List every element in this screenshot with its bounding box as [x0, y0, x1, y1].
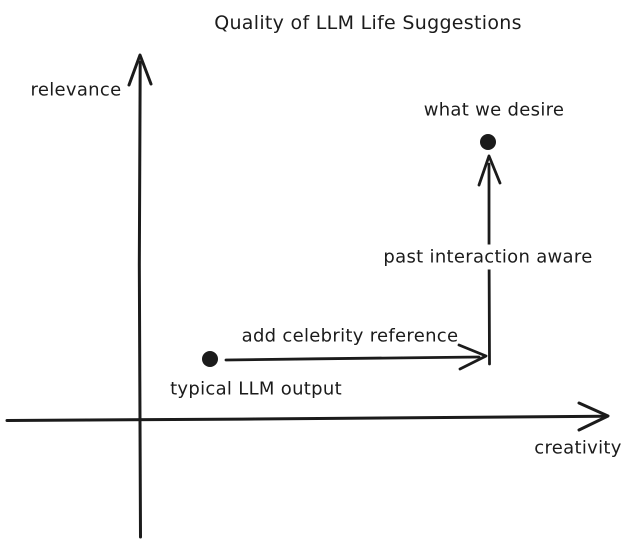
celebrity-arrow-line	[224, 355, 481, 362]
celebrity-arrow-head-icon	[457, 343, 488, 371]
y-axis-line	[137, 60, 142, 539]
chart-title: Quality of LLM Life Suggestions	[214, 12, 522, 34]
what-we-desire-point	[480, 134, 496, 150]
past-interaction-aware-label: past interaction aware	[378, 244, 598, 270]
add-celebrity-reference-label: add celebrity reference	[241, 325, 459, 347]
interaction-arrow-head-icon	[477, 154, 502, 187]
what-we-desire-label: what we desire	[423, 99, 565, 121]
x-axis-line	[5, 414, 606, 422]
y-axis-label: relevance	[30, 79, 122, 101]
x-axis-arrowhead-icon	[577, 401, 610, 432]
y-axis-arrowhead-icon	[127, 53, 153, 87]
typical-output-point	[202, 351, 218, 367]
typical-output-label: typical LLM output	[170, 378, 342, 400]
x-axis-label: creativity	[534, 437, 622, 459]
